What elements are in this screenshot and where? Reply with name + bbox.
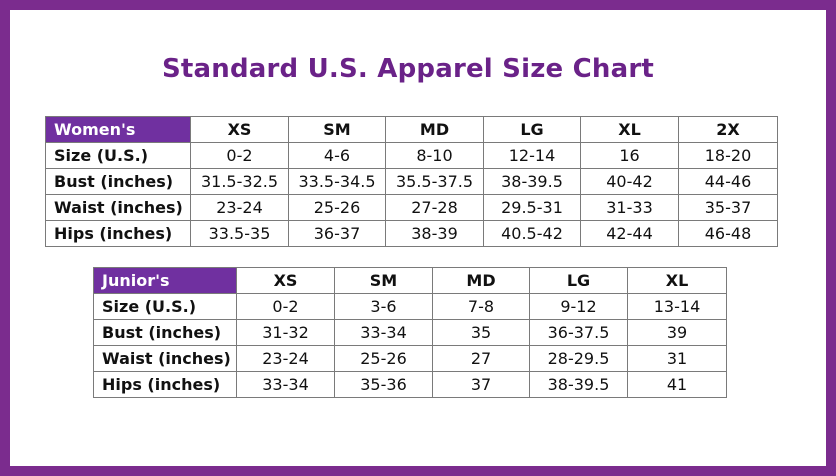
row-label: Bust (inches) [93, 319, 237, 346]
table-cell: 36-37.5 [529, 319, 628, 346]
table-cell: 37 [432, 371, 530, 398]
table-cell: 9-12 [529, 293, 628, 320]
row-label: Hips (inches) [45, 220, 191, 247]
size-header: XL [580, 116, 679, 143]
table-cell: 18-20 [678, 142, 778, 169]
table-cell: 23-24 [190, 194, 289, 221]
table-cell: 31.5-32.5 [190, 168, 289, 195]
size-header: MD [432, 267, 530, 294]
table-cell: 13-14 [627, 293, 727, 320]
table-cell: 35 [432, 319, 530, 346]
size-header: MD [385, 116, 484, 143]
table-cell: 35-37 [678, 194, 778, 221]
table-cell: 42-44 [580, 220, 679, 247]
table-cell: 12-14 [483, 142, 581, 169]
table-cell: 38-39.5 [529, 371, 628, 398]
size-header: SM [334, 267, 433, 294]
table-cell: 33-34 [236, 371, 335, 398]
table-cell: 7-8 [432, 293, 530, 320]
table-cell: 44-46 [678, 168, 778, 195]
size-header: SM [288, 116, 386, 143]
row-label: Waist (inches) [93, 345, 237, 372]
table-cell: 46-48 [678, 220, 778, 247]
table-cell: 8-10 [385, 142, 484, 169]
table-cell: 28-29.5 [529, 345, 628, 372]
table-cell: 35.5-37.5 [385, 168, 484, 195]
table-cell: 33-34 [334, 319, 433, 346]
table-row: Waist (inches) 23-24 25-26 27-28 29.5-31… [45, 194, 778, 221]
table-cell: 16 [580, 142, 679, 169]
row-label: Size (U.S.) [45, 142, 191, 169]
table-row: Size (U.S.) 0-2 3-6 7-8 9-12 13-14 [93, 293, 727, 320]
table-cell: 27 [432, 345, 530, 372]
size-header: XL [627, 267, 727, 294]
size-header: LG [529, 267, 628, 294]
womens-header: Women's [45, 116, 191, 143]
table-cell: 36-37 [288, 220, 386, 247]
table-row: Hips (inches) 33-34 35-36 37 38-39.5 41 [93, 371, 727, 398]
size-header: 2X [678, 116, 778, 143]
row-label: Hips (inches) [93, 371, 237, 398]
table-cell: 4-6 [288, 142, 386, 169]
size-header: XS [236, 267, 335, 294]
table-row: Size (U.S.) 0-2 4-6 8-10 12-14 16 18-20 [45, 142, 778, 169]
size-header: XS [190, 116, 289, 143]
row-label: Waist (inches) [45, 194, 191, 221]
table-cell: 33.5-34.5 [288, 168, 386, 195]
table-cell: 25-26 [288, 194, 386, 221]
juniors-size-table: Junior's XS SM MD LG XL Size (U.S.) 0-2 … [93, 267, 727, 398]
table-row: Hips (inches) 33.5-35 36-37 38-39 40.5-4… [45, 220, 778, 247]
table-cell: 38-39 [385, 220, 484, 247]
page-title: Standard U.S. Apparel Size Chart [161, 54, 655, 84]
table-cell: 41 [627, 371, 727, 398]
table-cell: 31-33 [580, 194, 679, 221]
table-cell: 0-2 [236, 293, 335, 320]
table-cell: 29.5-31 [483, 194, 581, 221]
row-label: Bust (inches) [45, 168, 191, 195]
table-cell: 31 [627, 345, 727, 372]
table-cell: 23-24 [236, 345, 335, 372]
table-cell: 0-2 [190, 142, 289, 169]
table-row: Waist (inches) 23-24 25-26 27 28-29.5 31 [93, 345, 727, 372]
table-cell: 3-6 [334, 293, 433, 320]
table-cell: 40-42 [580, 168, 679, 195]
table-row: Bust (inches) 31-32 33-34 35 36-37.5 39 [93, 319, 727, 346]
table-cell: 33.5-35 [190, 220, 289, 247]
size-header: LG [483, 116, 581, 143]
table-cell: 31-32 [236, 319, 335, 346]
table-cell: 39 [627, 319, 727, 346]
womens-size-table: Women's XS SM MD LG XL 2X Size (U.S.) 0-… [45, 116, 778, 247]
table-cell: 40.5-42 [483, 220, 581, 247]
table-cell: 35-36 [334, 371, 433, 398]
row-label: Size (U.S.) [93, 293, 237, 320]
table-cell: 25-26 [334, 345, 433, 372]
table-header-row: Women's XS SM MD LG XL 2X [45, 116, 778, 143]
table-cell: 27-28 [385, 194, 484, 221]
table-header-row: Junior's XS SM MD LG XL [93, 267, 727, 294]
table-row: Bust (inches) 31.5-32.5 33.5-34.5 35.5-3… [45, 168, 778, 195]
juniors-header: Junior's [93, 267, 237, 294]
table-cell: 38-39.5 [483, 168, 581, 195]
